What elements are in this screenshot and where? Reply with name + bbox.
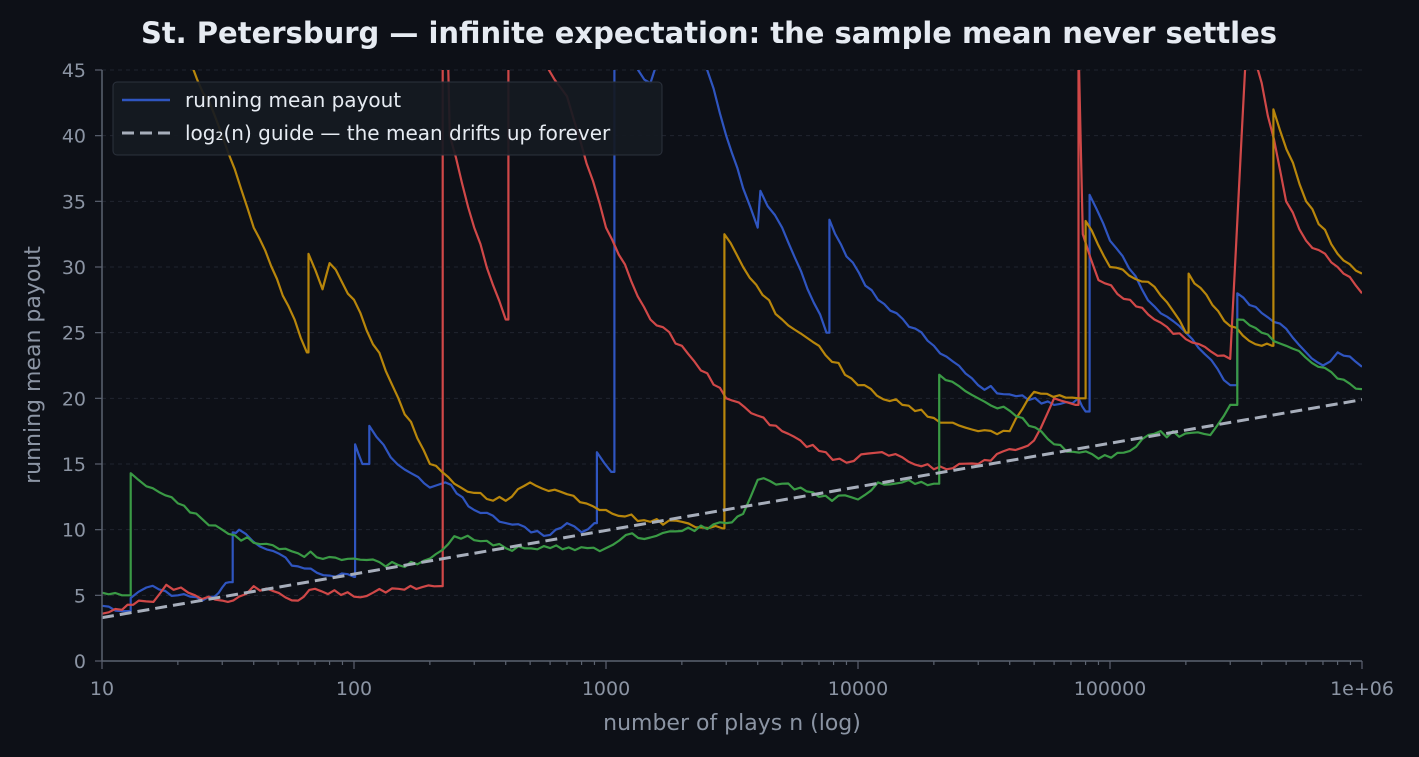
- y-tick-label: 15: [62, 454, 86, 476]
- x-tick-label: 1000: [582, 678, 630, 700]
- x-tick-label: 100: [336, 678, 372, 700]
- series-line-1: [102, 70, 1362, 613]
- x-axis-label: number of plays n (log): [603, 711, 861, 736]
- y-tick-label: 30: [62, 257, 86, 279]
- y-axis-label: running mean payout: [21, 246, 46, 484]
- y-tick-label: 0: [74, 651, 86, 673]
- y-tick-label: 25: [62, 323, 86, 345]
- x-tick-label: 1e+06: [1330, 678, 1394, 700]
- series-line-3: [192, 70, 1362, 530]
- series-line-4: [102, 318, 1362, 597]
- guide-line: [102, 398, 1362, 620]
- grid: [102, 69, 1362, 596]
- y-tick-label: 5: [74, 585, 86, 607]
- x-tick-label: 100000: [1074, 678, 1147, 700]
- legend-label-running-mean: running mean payout: [185, 88, 401, 112]
- y-tick-label: 45: [62, 60, 86, 82]
- y-tick-label: 10: [62, 520, 86, 542]
- legend: running mean payout log₂(n) guide — the …: [112, 81, 663, 156]
- legend-label-guide: log₂(n) guide — the mean drifts up forev…: [185, 121, 611, 145]
- y-tick-label: 40: [62, 126, 86, 148]
- x-tick-label: 10000: [828, 678, 888, 700]
- y-tick-label: 20: [62, 388, 86, 410]
- axes: 0 5 10 15 20 25 30 35 40 45 10 100 1000 10000 100000 1e…: [62, 60, 1394, 700]
- x-tick-label: 10: [90, 678, 114, 700]
- series-line-2: [102, 70, 1362, 615]
- y-tick-label: 35: [62, 191, 86, 213]
- chart-title: St. Petersburg — infinite expectation: t…: [141, 16, 1277, 50]
- series-layer: [102, 70, 1362, 620]
- legend-box: [112, 81, 663, 156]
